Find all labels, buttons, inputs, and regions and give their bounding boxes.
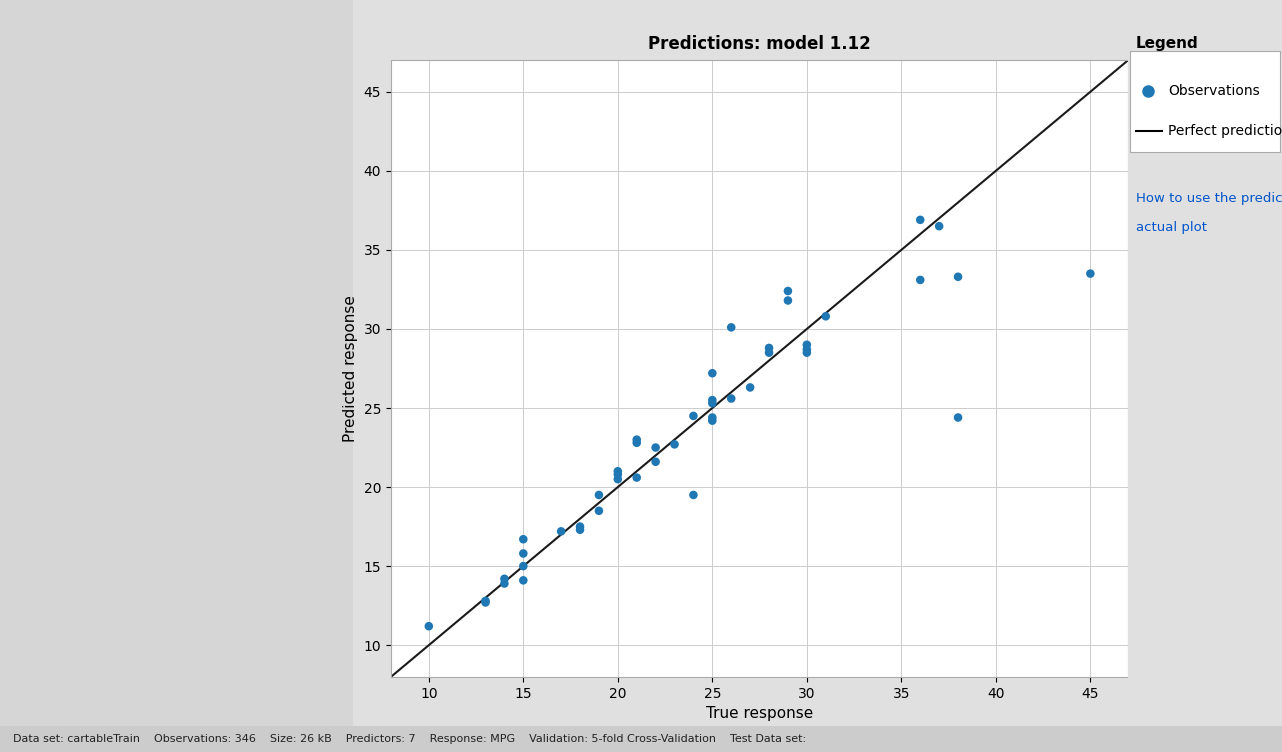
Text: Perfect prediction: Perfect prediction xyxy=(1168,123,1282,138)
Text: Data set: cartableTrain    Observations: 346    Size: 26 kB    Predictors: 7    : Data set: cartableTrain Observations: 34… xyxy=(13,734,806,744)
Point xyxy=(778,285,799,297)
Point xyxy=(759,342,779,354)
Point xyxy=(569,520,590,532)
Point xyxy=(608,473,628,485)
Point xyxy=(494,573,514,585)
X-axis label: True response: True response xyxy=(706,706,813,721)
Point xyxy=(720,393,741,405)
Point xyxy=(627,437,647,449)
Point xyxy=(947,411,968,423)
Point xyxy=(608,468,628,481)
Point xyxy=(494,578,514,590)
Point xyxy=(1081,268,1101,280)
Point xyxy=(588,489,609,501)
Point xyxy=(588,505,609,517)
Point xyxy=(796,347,817,359)
Point xyxy=(683,410,704,422)
Point xyxy=(796,338,817,350)
Point xyxy=(627,434,647,446)
Text: Observations: Observations xyxy=(1168,83,1260,98)
Point xyxy=(703,367,723,379)
Point xyxy=(664,438,685,450)
Text: How to use the predicted vs.: How to use the predicted vs. xyxy=(1136,193,1282,205)
Text: Legend: Legend xyxy=(1136,36,1199,51)
Point xyxy=(476,596,496,608)
Point xyxy=(513,575,533,587)
Point xyxy=(740,381,760,393)
Point xyxy=(476,595,496,607)
Point xyxy=(418,620,438,632)
Point xyxy=(645,456,665,468)
Point xyxy=(551,526,572,538)
FancyBboxPatch shape xyxy=(1129,51,1281,153)
Point xyxy=(796,344,817,356)
Point xyxy=(929,220,950,232)
Point xyxy=(703,394,723,406)
Point xyxy=(608,465,628,478)
Point xyxy=(703,414,723,426)
Point xyxy=(513,547,533,559)
Point xyxy=(720,321,741,333)
Point xyxy=(645,441,665,453)
Point xyxy=(703,397,723,409)
Point xyxy=(513,533,533,545)
Point xyxy=(683,489,704,501)
Point xyxy=(815,311,836,323)
Point xyxy=(569,523,590,535)
Text: actual plot: actual plot xyxy=(1136,221,1206,235)
Point xyxy=(910,214,931,226)
Point xyxy=(947,271,968,283)
Point xyxy=(778,295,799,307)
Point xyxy=(627,472,647,484)
Point xyxy=(910,274,931,286)
Title: Predictions: model 1.12: Predictions: model 1.12 xyxy=(649,35,870,53)
Point xyxy=(513,560,533,572)
Y-axis label: Predicted response: Predicted response xyxy=(344,295,358,442)
Point xyxy=(703,411,723,423)
Point xyxy=(759,347,779,359)
